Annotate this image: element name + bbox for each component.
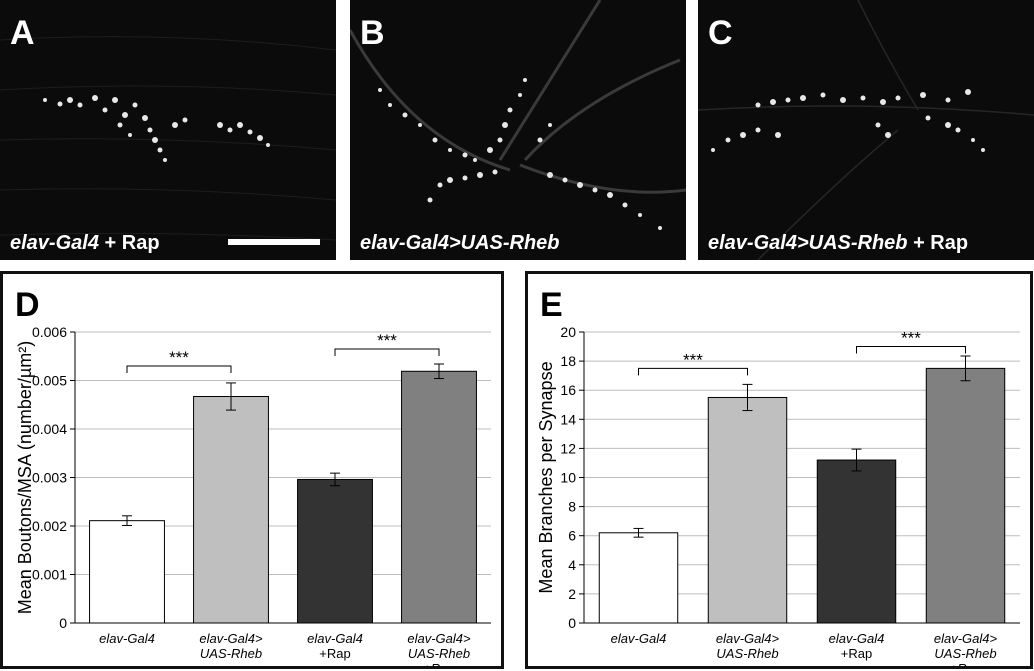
x-tick-label: +Rap: [841, 646, 872, 661]
micrograph-a-image: [0, 36, 336, 241]
x-tick-label: UAS-Rheb: [934, 646, 996, 661]
significance-label: ***: [169, 348, 189, 367]
y-axis-label: Mean Boutons/MSA (number/µm²): [15, 341, 35, 614]
x-tick-label: elav-Gal4: [307, 631, 363, 646]
micrograph-b: B elav-Gal4>UAS-Rheb: [350, 0, 686, 260]
y-tick-label: 10: [560, 470, 576, 486]
y-tick-label: 2: [568, 586, 576, 602]
significance-bracket: [334, 348, 440, 356]
y-tick-label: 16: [560, 382, 576, 398]
significance-bracket: [638, 367, 748, 376]
y-tick-label: 20: [560, 324, 576, 340]
micrograph-c-image: [698, 0, 1034, 260]
y-tick-label: 0.003: [32, 470, 67, 486]
panel-caption-b: elav-Gal4>UAS-Rheb: [360, 232, 560, 255]
x-tick-label: elav-Gal4: [611, 631, 667, 646]
y-tick-label: 0: [568, 615, 576, 631]
micrograph-a: A elav-Gal4 + Rap: [0, 0, 336, 260]
x-tick-label: UAS-Rheb: [200, 646, 262, 661]
x-tick-label: elav-Gal4>: [716, 631, 780, 646]
y-tick-label: 0: [59, 615, 67, 631]
significance-bracket: [856, 346, 966, 354]
y-axis-label: Mean Branches per Synapse: [536, 361, 556, 593]
bar: [816, 459, 897, 624]
bar: [401, 370, 477, 624]
x-tick-label: +Rap: [423, 661, 454, 666]
y-tick-label: 0.001: [32, 567, 67, 583]
y-tick-label: 12: [560, 440, 576, 456]
x-tick-label: UAS-Rheb: [408, 646, 470, 661]
significance-label: ***: [377, 331, 397, 350]
bar: [925, 367, 1006, 624]
y-tick-label: 6: [568, 528, 576, 544]
x-tick-label: elav-Gal4>: [199, 631, 263, 646]
panel-caption-c: elav-Gal4>UAS-Rheb + Rap: [708, 232, 968, 255]
x-tick-label: elav-Gal4: [99, 631, 155, 646]
caption-genotype: elav-Gal4>UAS-Rheb: [708, 232, 908, 254]
y-tick-label: 8: [568, 499, 576, 515]
caption-treatment: + Rap: [98, 232, 160, 254]
chart-e-letter: E: [540, 286, 563, 324]
panel-letter-b: B: [360, 14, 385, 52]
x-tick-label: +Rap: [319, 646, 350, 661]
caption-genotype: elav-Gal4: [10, 232, 99, 254]
y-tick-label: 0.002: [32, 518, 67, 534]
chart-d-panel: 0 0.001 0.002 0.003 0.004 0.005 0.006 elav-Gal4…: [0, 271, 504, 669]
x-tick-label: elav-Gal4>: [934, 631, 998, 646]
x-tick-label: +Rap: [950, 661, 981, 666]
bar: [193, 396, 269, 624]
y-tick-label: 0.006: [32, 324, 67, 340]
y-tick-label: 14: [560, 411, 576, 427]
panel-letter-c: C: [708, 14, 733, 52]
x-tick-label: elav-Gal4>: [407, 631, 471, 646]
scale-bar: [228, 239, 320, 245]
y-tick-label: 0.004: [32, 421, 67, 437]
micrograph-c: C elav-Gal4>UAS-Rheb + Rap: [698, 0, 1034, 260]
caption-genotype: elav-Gal4>UAS-Rheb: [360, 232, 560, 254]
chart-d: 0 0.001 0.002 0.003 0.004 0.005 0.006 elav-Gal4…: [15, 324, 491, 666]
y-tick-label: 4: [568, 557, 576, 573]
bar: [297, 478, 373, 624]
bar: [89, 520, 165, 624]
chart-d-letter: D: [15, 286, 40, 324]
y-tick-label: 0.005: [32, 373, 67, 389]
panel-letter-a: A: [10, 14, 35, 52]
chart-e-panel: 0 2 4 6 8 10 12 14 16 18 20 elav-Gal4 elav-Gal4> UAS-…: [525, 271, 1033, 669]
significance-label: ***: [901, 329, 921, 348]
significance-label: ***: [683, 350, 703, 369]
caption-treatment: + Rap: [907, 232, 969, 254]
x-tick-label: elav-Gal4: [829, 631, 885, 646]
significance-bracket: [126, 365, 232, 373]
micrograph-b-image: [350, 0, 686, 230]
bar: [598, 532, 679, 624]
panel-caption-a: elav-Gal4 + Rap: [10, 232, 160, 255]
bar: [707, 396, 788, 624]
y-tick-label: 18: [560, 353, 576, 369]
x-tick-label: UAS-Rheb: [716, 646, 778, 661]
